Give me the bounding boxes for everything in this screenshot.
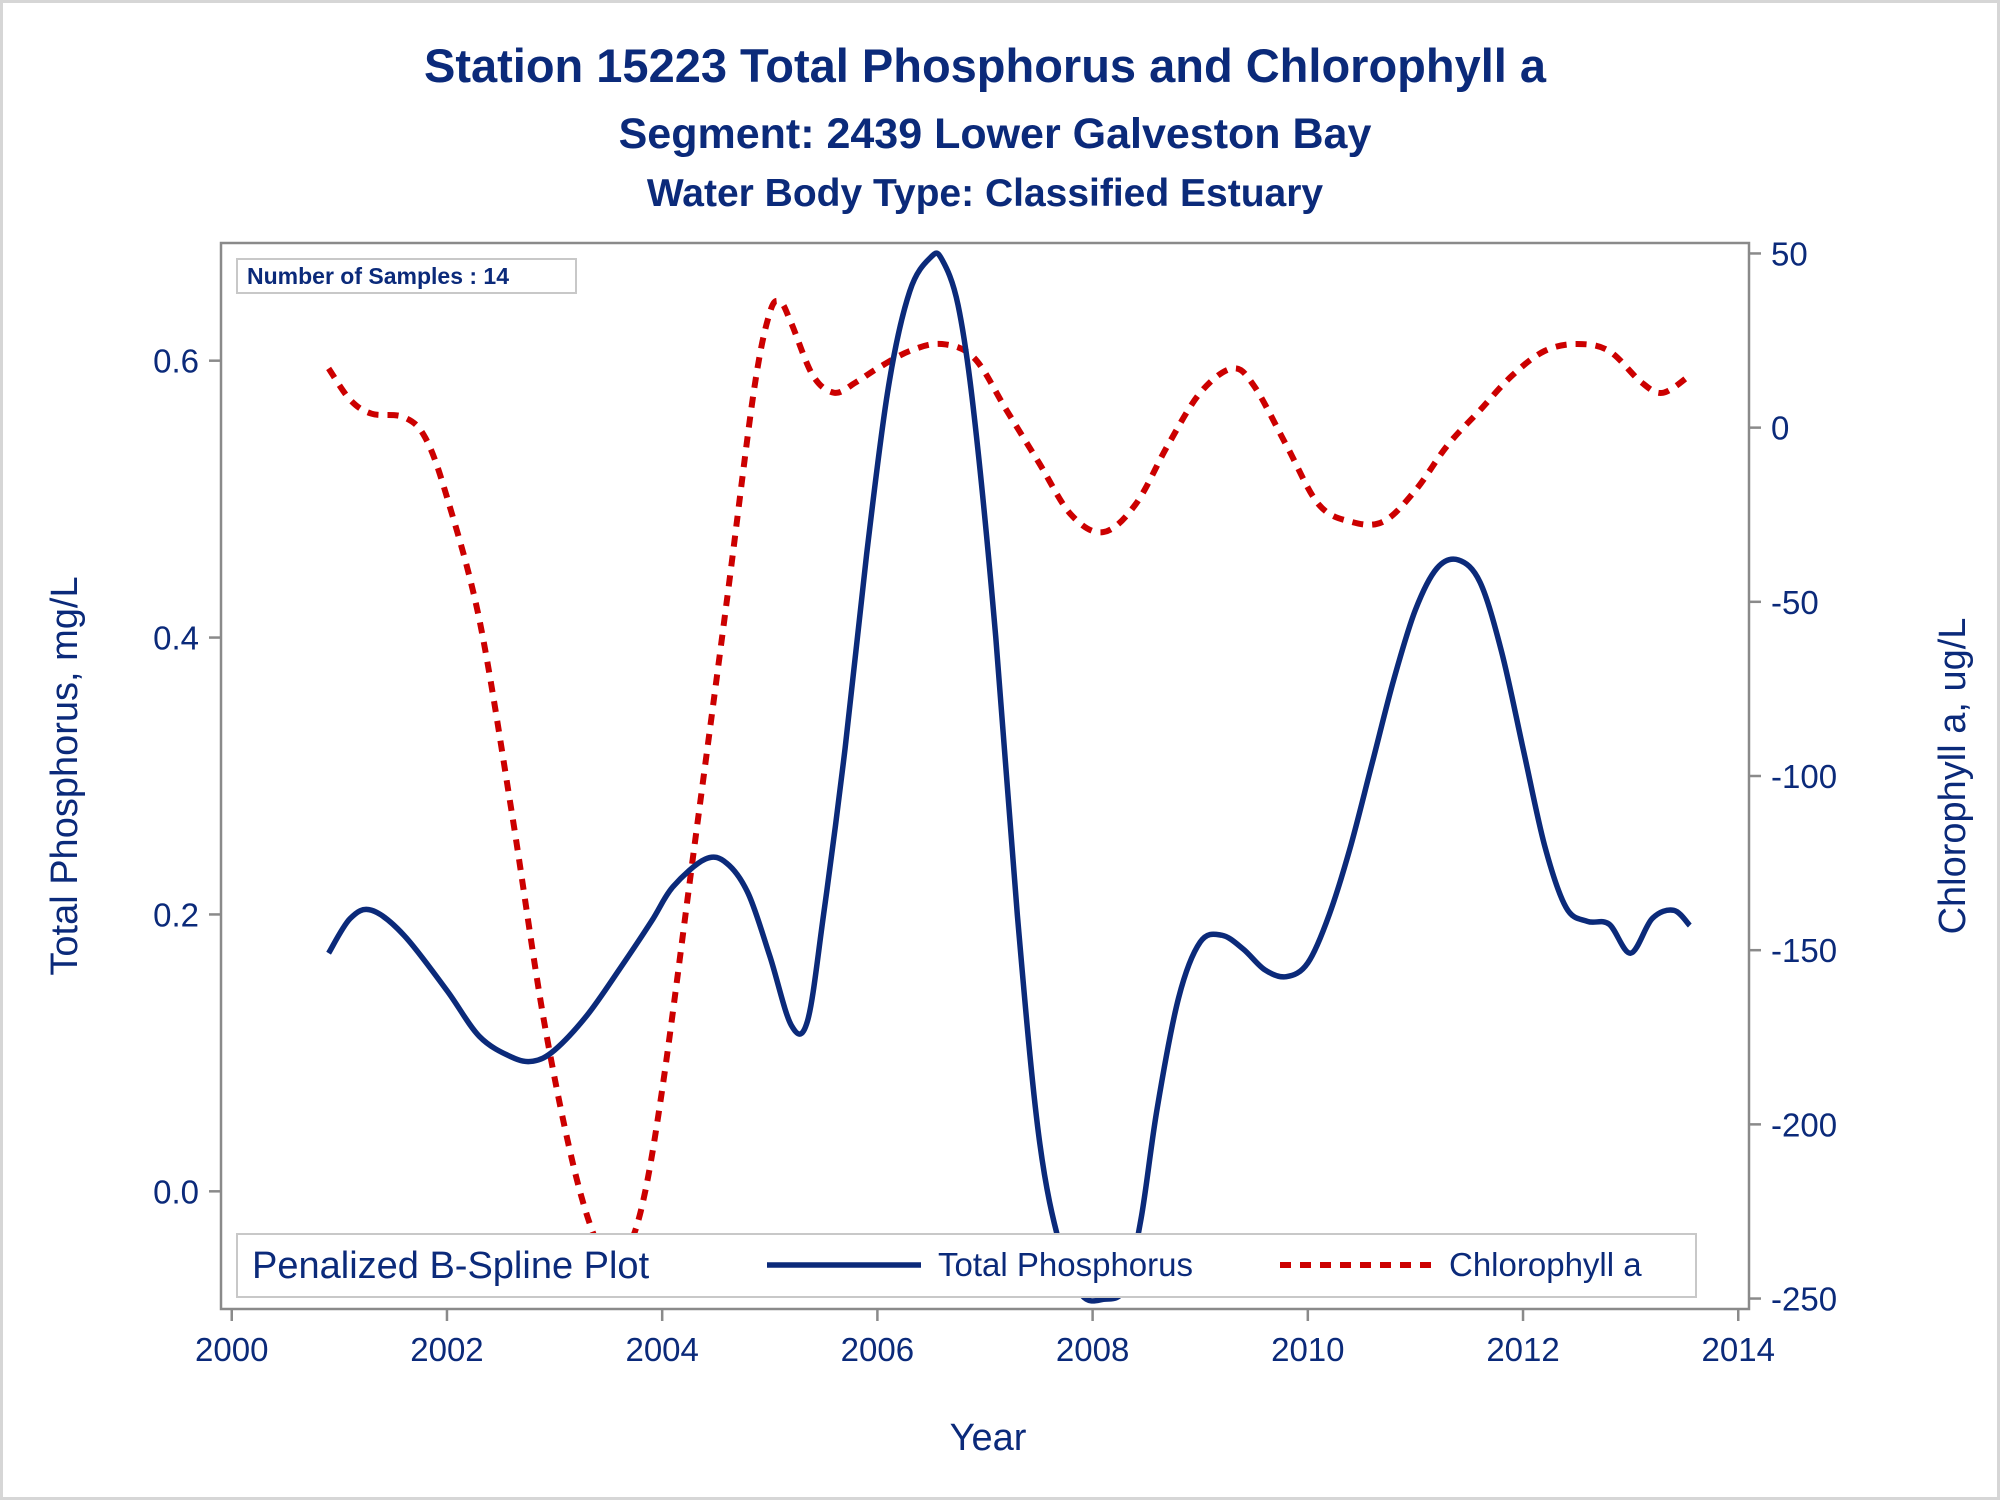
y-tick-label: 0.0: [153, 1173, 199, 1210]
y2-tick-label: 50: [1771, 235, 1808, 272]
inset-samples: Number of Samples : 14: [236, 258, 577, 294]
x-axis-label: Year: [950, 1417, 1027, 1459]
y2-tick-label: -50: [1771, 584, 1819, 621]
y-axis-right: 50 0 -50 -100 -150 -200 -250: [1749, 235, 1837, 1318]
chart-subtitle-segment: Segment: 2439 Lower Galveston Bay: [619, 110, 1372, 158]
y2-tick-label: -250: [1771, 1281, 1837, 1318]
x-axis: 2000 2002 2004 2006 2008 2010 2012 2014: [195, 1309, 1775, 1368]
x-tick-label: 2004: [625, 1331, 698, 1368]
legend-label-chlorophyll: Chlorophyll a: [1449, 1246, 1642, 1283]
y-axis-left: 0.0 0.2 0.4 0.6: [153, 343, 221, 1210]
x-tick-label: 2014: [1702, 1331, 1775, 1368]
x-tick-label: 2002: [410, 1331, 483, 1368]
y2-tick-label: -200: [1771, 1106, 1837, 1143]
plot-area-border: [219, 241, 1751, 1311]
y2-tick-label: -150: [1771, 932, 1837, 969]
inset-box: [236, 258, 577, 294]
y-tick-label: 0.2: [153, 896, 199, 933]
y-tick-label: 0.4: [153, 620, 199, 657]
legend-title: Penalized B-Spline Plot: [252, 1245, 650, 1287]
series-line-chlorophyll: [326, 297, 1692, 1272]
legend-box: [236, 1233, 1697, 1298]
y-axis-label-left: Total Phosphorus, mg/L: [44, 576, 86, 975]
y-tick-label: 0.6: [153, 343, 199, 380]
chart-subtitle-waterbody: Water Body Type: Classified Estuary: [647, 172, 1323, 215]
x-tick-label: 2010: [1271, 1331, 1344, 1368]
x-tick-label: 2006: [841, 1331, 914, 1368]
y-axis-label-right: Chlorophyll a, ug/L: [1932, 618, 1974, 935]
chart-title: Station 15223 Total Phosphorus and Chlor…: [424, 39, 1547, 92]
x-tick-label: 2008: [1056, 1331, 1129, 1368]
legend-label-total-phosphorus: Total Phosphorus: [938, 1246, 1193, 1283]
x-tick-label: 2000: [195, 1331, 268, 1368]
inset-text: Number of Samples : 14: [247, 263, 509, 289]
y2-tick-label: -100: [1771, 758, 1837, 795]
x-tick-label: 2012: [1486, 1331, 1559, 1368]
series-line-total-phosphorus: [326, 250, 1692, 1304]
y2-tick-label: 0: [1771, 410, 1789, 447]
legend: Penalized B-Spline Plot Total Phosphorus…: [236, 1233, 1697, 1298]
